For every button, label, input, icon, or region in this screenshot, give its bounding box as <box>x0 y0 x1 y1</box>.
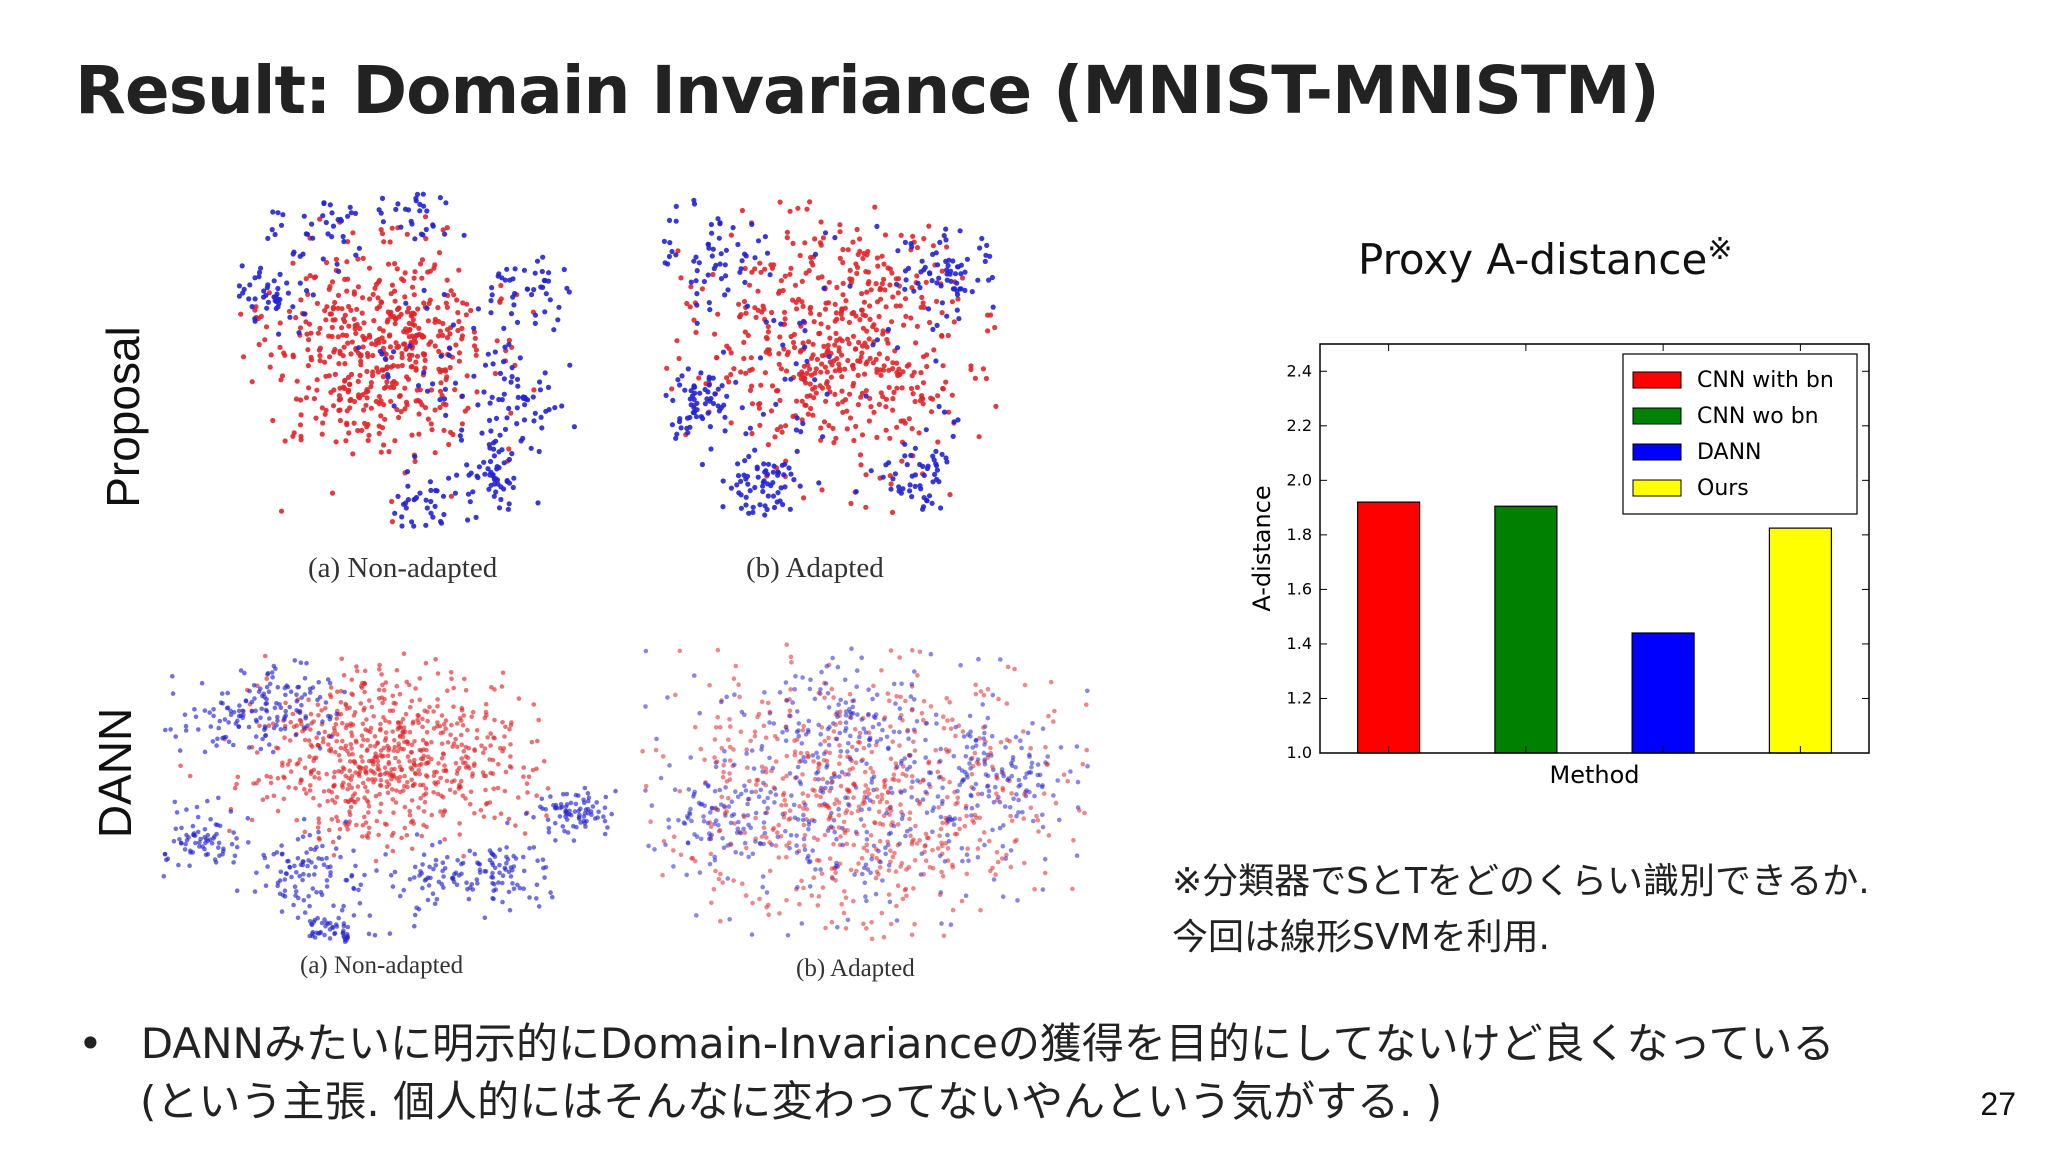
tsne-proposal-non-adapted <box>236 191 577 529</box>
bar <box>1494 505 1558 754</box>
y-axis-label: A-distance <box>1248 485 1276 611</box>
legend-swatch <box>1632 371 1682 389</box>
caption-dann-non-adapted: (a) Non-adapted <box>300 952 464 979</box>
chart-title: Proxy A-distance※ <box>1358 232 1732 284</box>
caption-proposal-adapted: (b) Adapted <box>746 552 884 584</box>
y-tick-label: 1.6 <box>1287 579 1312 598</box>
legend-swatch <box>1632 443 1682 461</box>
plot-frame <box>1319 343 1870 754</box>
bullet-line-1: DANNみたいに明示的にDomain-Invarianceの獲得を目的にしてない… <box>140 1019 1835 1068</box>
bullet-item: • DANNみたいに明示的にDomain-Invarianceの獲得を目的にしてな… <box>78 1010 1835 1071</box>
tsne-proposal-adapted <box>661 197 999 518</box>
slide-title: Result: Domain Invariance (MNIST-MNISTM) <box>75 52 1660 129</box>
y-tick-label: 2.0 <box>1287 470 1312 489</box>
row-label-dann: DANN <box>89 707 142 839</box>
note-line-1: ※分類器でSとTをどのくらい識別できるか. <box>1172 861 1870 902</box>
bar-chart: 1.0 1.2 1.4 1.6 1.8 2.0 2.2 2.4 Method A-distance… <box>1248 343 1870 789</box>
bar <box>1356 501 1421 754</box>
page-number: 27 <box>1980 1086 2016 1122</box>
y-tick-label: 2.4 <box>1287 361 1312 380</box>
y-tick-label: 1.8 <box>1287 525 1312 544</box>
bullet-marker: • <box>78 1019 103 1068</box>
y-tick-label: 1.4 <box>1287 634 1312 653</box>
legend-swatch <box>1632 407 1682 425</box>
caption-proposal-non-adapted: (a) Non-adapted <box>308 552 498 584</box>
y-tick-label: 1.2 <box>1287 688 1312 707</box>
x-axis-label: Method <box>1549 761 1639 789</box>
y-tick-label: 2.2 <box>1287 416 1312 435</box>
legend-label: DANN <box>1697 440 1762 465</box>
chart-title-text: Proxy A-distance <box>1358 235 1708 284</box>
y-tick-label: 1.0 <box>1287 743 1312 762</box>
row-label-proposal: Proposal <box>96 326 149 508</box>
bar <box>1631 632 1695 754</box>
bar <box>1768 527 1833 754</box>
chart-title-mark: ※ <box>1707 232 1733 267</box>
legend-label: CNN with bn <box>1697 368 1834 393</box>
tsne-dann-adapted <box>640 642 1090 942</box>
caption-dann-adapted: (b) Adapted <box>796 955 915 982</box>
legend-label: CNN wo bn <box>1697 404 1819 429</box>
legend-swatch <box>1632 479 1682 497</box>
bullet-line-2: (という主張. 個人的にはそんなに変わってないやんという気がする. ) <box>140 1077 1443 1126</box>
tsne-dann-non-adapted <box>161 651 618 944</box>
legend-label: Ours <box>1697 476 1749 501</box>
note-line-2: 今回は線形SVMを利用. <box>1172 917 1550 958</box>
